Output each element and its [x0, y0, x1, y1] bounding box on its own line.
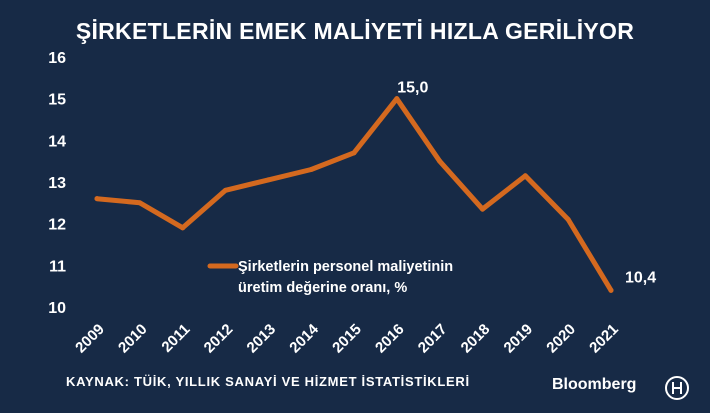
- y-tick-label: 15: [48, 92, 66, 109]
- x-tick-label: 2013: [244, 321, 280, 357]
- x-tick-label: 2016: [372, 321, 408, 357]
- data-point: [394, 96, 400, 102]
- y-tick-label: 16: [48, 50, 66, 67]
- x-tick-label: 2021: [586, 321, 622, 357]
- x-tick-label: 2015: [329, 321, 365, 357]
- y-tick-label: 13: [48, 175, 66, 192]
- legend: Şirketlerin personel maliyetinin üretim …: [207, 259, 453, 296]
- ht-logo-icon: [665, 376, 689, 400]
- chart-title: ŞİRKETLERİN EMEK MALİYETİ HIZLA GERİLİYO…: [75, 18, 635, 44]
- data-point: [94, 196, 100, 202]
- data-label: 10,4: [625, 269, 656, 286]
- x-tick-label: 2017: [415, 321, 451, 357]
- y-tick-label: 11: [49, 258, 66, 275]
- data-label: 15,0: [397, 80, 428, 97]
- x-tick-label: 2010: [115, 321, 151, 357]
- x-tick-label: 2011: [158, 321, 193, 356]
- bloomberg-logo-text: Bloomberg: [552, 376, 637, 393]
- data-point: [265, 177, 271, 183]
- data-point: [137, 200, 143, 206]
- legend-label-line1: Şirketlerin personel maliyetinin: [238, 259, 453, 275]
- data-point: [480, 206, 485, 212]
- source-note: KAYNAK: TÜİK, YILLIK SANAYİ VE HİZMET İS…: [66, 374, 470, 389]
- data-point: [223, 187, 228, 193]
- x-tick-label: 2018: [458, 321, 494, 357]
- data-point: [522, 173, 528, 179]
- y-tick-label: 12: [48, 217, 66, 234]
- legend-label-line2: üretim değerine oranı, %: [238, 280, 407, 296]
- x-tick-label: 2019: [501, 321, 537, 357]
- data-point: [608, 287, 614, 293]
- series-group: [94, 96, 614, 293]
- data-point: [351, 150, 357, 156]
- y-tick-label: 10: [48, 300, 66, 317]
- data-point: [308, 167, 314, 172]
- data-point: [180, 225, 186, 231]
- x-tick-label: 2009: [72, 321, 108, 357]
- x-tick-label: 2020: [543, 321, 579, 357]
- y-axis-ticks: 10 11 12 13 14 15 16: [48, 50, 66, 317]
- x-tick-label: 2012: [201, 321, 237, 357]
- data-point: [437, 158, 443, 164]
- data-point: [565, 217, 571, 222]
- y-tick-label: 14: [48, 133, 66, 150]
- x-tick-label: 2014: [286, 320, 322, 356]
- data-labels-group: 15,0 10,4: [397, 80, 656, 287]
- x-axis-ticks: 2009 2010 2011 2012 2013 2014 2015 2016 2017 2018…: [72, 320, 622, 356]
